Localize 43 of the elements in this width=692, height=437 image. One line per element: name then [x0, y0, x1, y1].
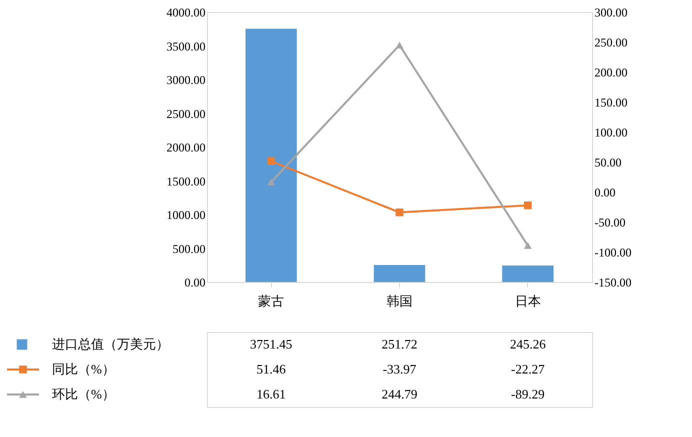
y2-tick-label: 200.00 — [594, 66, 628, 80]
point — [396, 42, 404, 48]
x-tick-label: 韩国 — [386, 294, 412, 308]
y-tick-label: 3500.00 — [166, 39, 206, 54]
y-tick-label: 500.00 — [172, 242, 206, 256]
x-tick-label: 蒙古 — [258, 294, 284, 308]
bar — [246, 28, 297, 282]
legend-label: 进口总值（万美元） — [52, 336, 169, 352]
y-tick-label: 0.00 — [184, 276, 206, 290]
data-label: -22.27 — [511, 362, 546, 376]
point — [267, 157, 276, 165]
y2-tick-label: 150.00 — [594, 96, 628, 110]
data-label: -89.29 — [511, 386, 545, 402]
y-tick-label: 4000.00 — [166, 6, 206, 20]
data-label: 251.72 — [382, 336, 418, 352]
x-tick-label: 日本 — [514, 294, 541, 308]
y2-tick-label: -50.00 — [594, 216, 626, 230]
data-label: 16.61 — [256, 386, 286, 402]
y-tick-label: 1000.00 — [166, 208, 206, 222]
y2-tick-label: 250.00 — [594, 36, 628, 50]
legend-label: 同比（%） — [52, 362, 115, 376]
y-tick-label: 2000.00 — [166, 140, 206, 154]
point — [524, 242, 532, 249]
y-tick-label: 1500.00 — [166, 174, 206, 188]
data-label: 51.46 — [256, 362, 286, 376]
y2-tick-label: 100.00 — [594, 126, 628, 140]
y2-tick-label: 0.00 — [594, 186, 616, 200]
data-label: 245.26 — [510, 336, 546, 352]
legend-label: 环比（%） — [52, 386, 115, 402]
point — [524, 201, 532, 210]
y2-tick-label: -150.00 — [594, 276, 632, 290]
point — [396, 208, 404, 216]
y2-tick-label: 300.00 — [594, 6, 628, 20]
bar — [502, 265, 554, 282]
data-label: 3751.45 — [250, 336, 292, 352]
y2-tick-label: -100.00 — [594, 246, 632, 260]
bar — [374, 265, 426, 282]
data-label: -33.97 — [382, 362, 417, 376]
y-tick-label: 3000.00 — [166, 73, 206, 87]
y2-tick-label: 50.00 — [594, 156, 622, 170]
y-tick-label: 2500.00 — [166, 106, 206, 121]
data-label: 244.79 — [382, 386, 418, 402]
point — [267, 178, 276, 186]
